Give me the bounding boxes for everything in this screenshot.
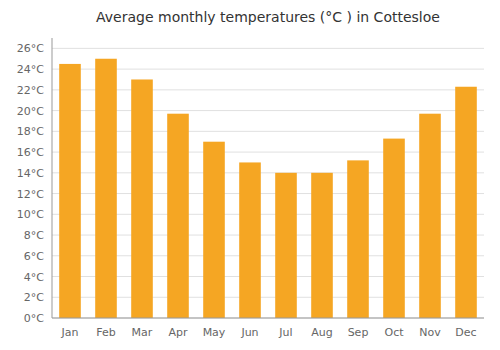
x-tick-label: Feb <box>96 326 115 339</box>
y-tick-label: 24°C <box>17 63 44 76</box>
y-tick-label: 0°C <box>24 312 44 325</box>
grid-line <box>52 89 484 90</box>
y-grid <box>52 48 484 318</box>
y-tick-label: 14°C <box>17 167 44 180</box>
y-axis-line <box>52 38 53 318</box>
bar <box>239 162 261 318</box>
bars <box>59 59 477 318</box>
y-tick-label: 10°C <box>17 208 44 221</box>
x-tick-labels: Jan Feb Mar Apr May Jun Jul Aug Sep Oct Nov Dec <box>61 326 477 339</box>
y-tick-label: 12°C <box>17 188 44 201</box>
y-tick-label: 6°C <box>24 250 44 263</box>
x-tick-label: Oct <box>384 326 404 339</box>
x-tick-label: Sep <box>348 326 369 339</box>
chart-container: Average monthly temperatures (°C ) in Co… <box>0 0 500 350</box>
x-tick-label: Jan <box>61 326 79 339</box>
y-tick-label: 2°C <box>24 291 44 304</box>
y-tick-label: 22°C <box>17 84 44 97</box>
x-tick-label: Mar <box>132 326 153 339</box>
grid-line <box>52 48 484 49</box>
x-tick-label: Apr <box>168 326 188 339</box>
y-tick-labels: 0°C 2°C 4°C 6°C 8°C 10°C 12°C 14°C 16°C 18°C 20°C 2… <box>17 42 44 325</box>
y-tick-label: 20°C <box>17 105 44 118</box>
x-tick-label: Nov <box>419 326 441 339</box>
grid-line <box>52 318 484 319</box>
bar <box>311 173 333 318</box>
grid-line <box>52 69 484 70</box>
x-axis-line <box>52 318 484 319</box>
x-tick-label: Jul <box>278 326 292 339</box>
bar <box>59 64 81 318</box>
bar <box>203 142 225 318</box>
bar <box>167 114 189 318</box>
chart: Average monthly temperatures (°C ) in Co… <box>0 0 500 350</box>
bar <box>95 59 117 318</box>
bar <box>347 160 369 318</box>
grid-line <box>52 110 484 111</box>
bar <box>455 87 477 318</box>
y-tick-label: 16°C <box>17 146 44 159</box>
x-tick-label: Dec <box>455 326 476 339</box>
x-tick-label: Jun <box>240 326 258 339</box>
x-tick-label: Aug <box>311 326 332 339</box>
bar <box>275 173 297 318</box>
y-tick-label: 4°C <box>24 271 44 284</box>
y-tick-label: 18°C <box>17 125 44 138</box>
bar <box>383 139 405 318</box>
title: Average monthly temperatures (°C ) in Co… <box>96 9 440 25</box>
y-tick-label: 26°C <box>17 42 44 55</box>
y-tick-label: 8°C <box>24 229 44 242</box>
bar <box>419 114 441 318</box>
bar <box>131 79 153 318</box>
x-tick-label: May <box>203 326 226 339</box>
